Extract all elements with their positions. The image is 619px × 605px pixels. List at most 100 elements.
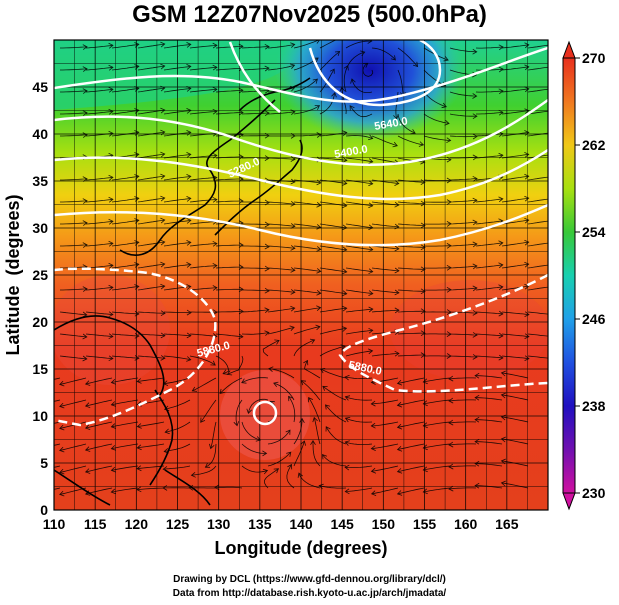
- streamline-arrowhead: [394, 289, 400, 296]
- streamline: [397, 443, 425, 450]
- streamline-arrowhead: [212, 240, 218, 247]
- streamline-arrowhead: [136, 423, 142, 429]
- x-tick-label: 160: [454, 516, 478, 532]
- x-axis-ticks: 110 115 120 125 130 135 140 145 150 155 160 165: [43, 516, 519, 532]
- streamline-arrowhead: [214, 484, 220, 491]
- streamline: [308, 397, 321, 423]
- colorbar-tick-label: 262: [582, 137, 606, 153]
- streamline-arrowhead: [322, 454, 328, 460]
- streamline: [527, 311, 548, 315]
- streamline-arrowhead: [219, 388, 225, 395]
- streamline: [397, 223, 426, 226]
- streamline: [448, 487, 477, 490]
- streamline: [189, 66, 217, 71]
- streamline-arrowhead: [186, 262, 192, 268]
- streamline-arrowhead: [312, 78, 318, 84]
- streamline: [449, 47, 477, 53]
- streamline-arrowhead: [233, 421, 240, 427]
- streamline-arrowhead: [82, 110, 88, 116]
- streamline: [60, 134, 88, 137]
- streamline-arrowhead: [212, 86, 218, 93]
- streamline-arrowhead: [160, 195, 166, 202]
- streamline: [345, 267, 373, 273]
- streamline: [60, 200, 88, 203]
- streamline-arrowhead: [524, 64, 530, 71]
- streamline-arrowhead: [550, 196, 554, 201]
- streamline-arrowhead: [238, 286, 244, 293]
- streamline-arrowhead: [498, 109, 504, 116]
- streamline-arrowhead: [164, 428, 170, 435]
- x-tick-label: 145: [330, 516, 354, 532]
- streamline-arrowhead: [342, 130, 348, 136]
- streamline-arrowhead: [59, 446, 65, 453]
- streamline-arrowhead: [368, 306, 374, 313]
- streamline-arrowhead: [264, 243, 270, 250]
- streamline: [111, 286, 139, 291]
- streamline-arrowhead: [286, 451, 292, 457]
- x-tick-label: 135: [248, 516, 272, 532]
- streamline-arrowhead: [422, 466, 428, 473]
- streamline-arrowhead: [448, 375, 454, 382]
- streamline: [527, 242, 548, 247]
- streamline-arrowhead: [551, 42, 555, 47]
- streamline: [423, 179, 452, 181]
- streamline: [527, 220, 548, 225]
- streamline: [191, 465, 217, 476]
- streamline: [371, 443, 399, 449]
- colorbar: 270 262 254 246 238 230: [562, 40, 606, 511]
- streamline: [345, 329, 373, 335]
- streamline-arrowhead: [110, 466, 116, 473]
- streamline: [219, 377, 243, 394]
- streamline: [60, 46, 88, 49]
- streamline: [397, 310, 425, 313]
- streamline-arrowhead: [238, 308, 244, 315]
- streamline-arrowhead: [498, 196, 504, 203]
- streamline-arrowhead: [108, 311, 114, 318]
- streamline: [293, 440, 305, 467]
- streamline-arrowhead: [524, 42, 530, 49]
- streamline-arrowhead: [448, 463, 454, 470]
- streamline-arrowhead: [342, 202, 348, 209]
- streamline: [449, 221, 477, 225]
- y-axis-ticks: 0 5 10 15 20 25 30 35 40 45: [32, 79, 48, 518]
- streamline-arrowhead: [342, 290, 348, 297]
- streamline-arrowhead: [312, 416, 318, 423]
- streamline: [345, 135, 373, 139]
- streamline: [85, 355, 113, 359]
- streamline-arrowhead: [472, 219, 478, 226]
- streamline: [293, 40, 320, 49]
- streamline-arrowhead: [524, 195, 530, 202]
- streamline: [215, 89, 243, 93]
- streamline: [527, 110, 548, 115]
- streamline-arrowhead: [82, 311, 88, 318]
- streamline: [397, 245, 426, 248]
- streamline: [59, 333, 87, 338]
- streamline-arrowhead: [474, 438, 480, 445]
- streamline-arrowhead: [524, 239, 530, 246]
- streamline: [200, 399, 217, 423]
- streamline-arrowhead: [200, 417, 206, 423]
- streamline: [448, 399, 477, 402]
- streamline-arrowhead: [160, 217, 166, 224]
- streamline-arrowhead: [287, 463, 293, 470]
- streamline-arrowhead: [420, 244, 426, 251]
- streamline: [267, 245, 295, 249]
- streamline: [475, 311, 503, 315]
- streamline: [423, 113, 450, 124]
- streamline: [351, 78, 373, 93]
- streamline: [371, 399, 399, 405]
- streamline: [215, 178, 243, 181]
- streamline: [423, 487, 451, 493]
- x-tick-label: 125: [166, 516, 190, 532]
- streamline-arrowhead: [84, 380, 91, 386]
- streamline: [501, 372, 529, 379]
- streamline-arrowhead: [212, 285, 218, 291]
- y-tick-label: 25: [32, 267, 48, 283]
- streamline: [397, 421, 425, 428]
- streamline: [527, 333, 548, 337]
- streamline: [242, 245, 270, 248]
- streamline: [293, 339, 315, 357]
- streamline: [137, 465, 165, 470]
- streamline-arrowhead: [474, 416, 480, 423]
- streamline: [475, 375, 503, 379]
